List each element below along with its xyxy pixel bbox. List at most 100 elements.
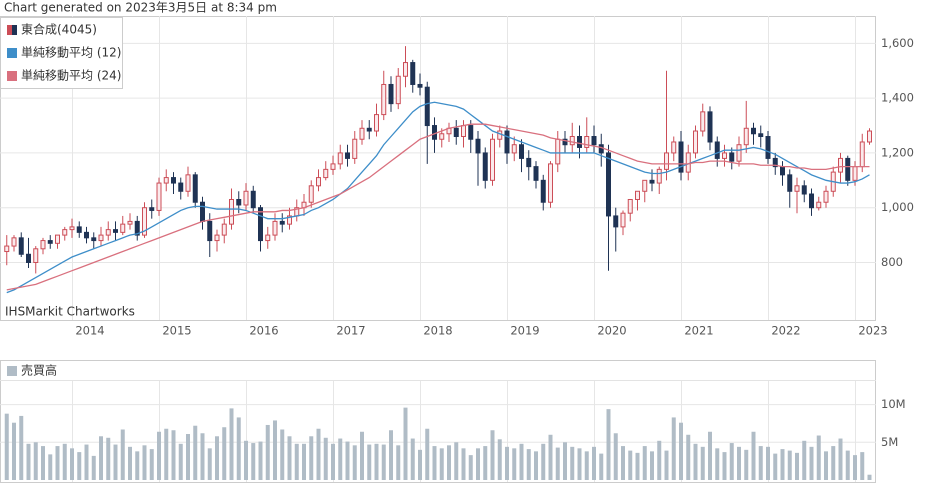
- candle-body: [613, 215, 619, 228]
- legend-icon: [7, 48, 17, 58]
- candle-body: [200, 201, 205, 222]
- volume-bar: [200, 433, 205, 480]
- candle-body: [258, 207, 263, 242]
- candle-body: [243, 190, 249, 206]
- candle-body: [120, 223, 126, 233]
- legend-icon: [7, 25, 12, 35]
- candle-body: [664, 152, 669, 170]
- candle-body: [62, 229, 68, 236]
- volume-bar: [323, 437, 328, 480]
- candle-body: [352, 138, 358, 159]
- moving-average-line: [6, 123, 870, 291]
- candle-body: [867, 130, 872, 143]
- candle-body: [142, 207, 147, 236]
- volume-bar: [570, 446, 575, 480]
- volume-bar: [164, 428, 169, 480]
- y-tick-label: 1,600: [881, 36, 914, 50]
- volume-bar: [802, 440, 807, 480]
- volume-bar: [294, 443, 299, 480]
- legend-label: 単純移動平均 (24): [21, 69, 121, 83]
- volume-bar: [592, 446, 596, 480]
- candle-body: [98, 234, 104, 242]
- y-tick-label: 1,000: [881, 200, 914, 214]
- volume-bar: [91, 455, 96, 480]
- volume-bar: [331, 443, 335, 480]
- candle-body: [504, 130, 510, 154]
- candle-body: [229, 198, 234, 225]
- volume-bar: [461, 448, 466, 480]
- volume-bar: [316, 428, 321, 480]
- volume-bar: [642, 446, 647, 480]
- candle-body: [33, 248, 39, 263]
- candle-body: [859, 141, 865, 168]
- volume-bar: [715, 448, 720, 480]
- candle-body: [185, 174, 191, 192]
- volume-bar: [577, 448, 582, 480]
- candle-body: [76, 226, 82, 233]
- volume-bar: [490, 430, 495, 480]
- candle-body: [171, 177, 176, 184]
- candle-body: [519, 144, 524, 159]
- candle-body: [685, 152, 691, 173]
- candle-body: [482, 152, 488, 181]
- candle-body: [279, 220, 285, 225]
- volume-bar: [541, 443, 546, 480]
- candle-body: [671, 141, 677, 154]
- volume-bar: [287, 436, 292, 480]
- legend-box: [0, 17, 123, 89]
- candle-body: [308, 185, 314, 203]
- candle-body: [569, 136, 575, 146]
- candle-body: [642, 179, 648, 192]
- x-tick-label: 2016: [249, 324, 278, 338]
- volume-bar: [497, 439, 502, 480]
- volume-bar: [120, 429, 125, 480]
- price-panel: [0, 16, 876, 321]
- volume-bar: [222, 427, 227, 480]
- volume-bar: [526, 449, 531, 480]
- candle-body: [722, 152, 727, 159]
- volume-bar: [831, 446, 836, 480]
- candle-body: [787, 174, 793, 192]
- volume-bar: [207, 448, 212, 480]
- candle-body: [635, 190, 640, 200]
- candle-body: [656, 168, 662, 184]
- volume-bar: [548, 434, 553, 480]
- candle-body: [475, 138, 481, 154]
- candle-body: [453, 127, 459, 138]
- candle-body: [337, 152, 343, 165]
- volume-bar: [845, 450, 850, 480]
- volume-bar: [613, 433, 618, 480]
- candle-body: [374, 114, 379, 132]
- x-tick-label: 2015: [162, 324, 191, 338]
- candle-body: [424, 86, 430, 127]
- candle-body: [11, 237, 17, 247]
- candle-body: [461, 125, 466, 138]
- candle-body: [729, 152, 735, 162]
- volume-bar: [236, 417, 241, 480]
- volume-bar: [410, 438, 415, 480]
- x-tick-label: 2019: [510, 324, 539, 338]
- volume-bar: [273, 420, 277, 480]
- candle-body: [395, 75, 401, 105]
- y-tick-label: 10M: [881, 397, 906, 411]
- volume-bar: [113, 444, 118, 480]
- legend-label: 単純移動平均 (12): [21, 46, 121, 60]
- volume-bar: [55, 446, 60, 480]
- candle-body: [678, 141, 684, 173]
- volume-bar: [671, 417, 676, 480]
- candle-body: [794, 185, 800, 192]
- volume-bar: [700, 446, 705, 480]
- candle-body: [84, 231, 89, 239]
- candle-body: [55, 234, 60, 244]
- volume-bar: [584, 451, 589, 480]
- volume-bar: [229, 408, 234, 480]
- volume-bar: [505, 446, 509, 480]
- volume-bar: [128, 446, 132, 480]
- candle-body: [18, 237, 24, 255]
- candle-body: [287, 215, 292, 225]
- volume-bar: [635, 452, 640, 480]
- volume-bar: [664, 450, 669, 480]
- volume-bar: [19, 415, 24, 480]
- volume-bar: [41, 446, 45, 480]
